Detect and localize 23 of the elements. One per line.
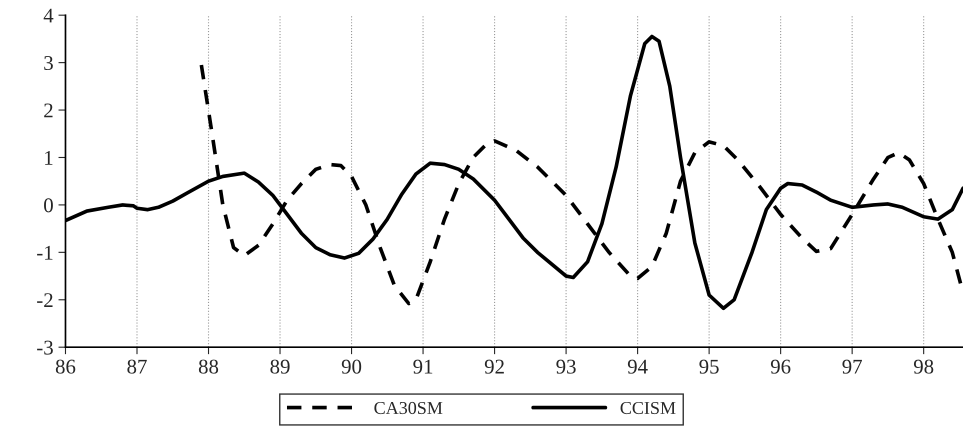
x-tick-label: 87	[127, 360, 147, 374]
legend-label: CA30SM	[374, 402, 442, 414]
y-tick-label: -1	[37, 246, 52, 260]
x-tick-label: 92	[484, 360, 504, 374]
x-tick-label: 94	[628, 360, 648, 374]
y-tick-label: -2	[37, 293, 53, 307]
x-tick-label: 93	[556, 360, 576, 374]
y-tick-label: -3	[37, 340, 53, 355]
x-tick-label: 95	[699, 360, 719, 374]
x-tick-label: 86	[56, 360, 76, 374]
x-tick-label: 98	[914, 360, 934, 374]
x-tick-label: 88	[198, 360, 218, 374]
x-tick-label: 89	[270, 360, 290, 374]
x-tick-label: 96	[770, 360, 790, 374]
x-tick-label: 90	[342, 360, 362, 374]
y-tick-label: 0	[44, 198, 53, 212]
y-tick-label: 3	[44, 56, 53, 70]
x-tick-label: 91	[413, 360, 432, 374]
legend-label: CCISM	[620, 402, 676, 414]
y-tick-label: 1	[45, 150, 52, 165]
x-tick-label: 97	[842, 360, 862, 374]
y-tick-label: 4	[44, 8, 54, 22]
y-tick-label: 2	[44, 103, 53, 118]
